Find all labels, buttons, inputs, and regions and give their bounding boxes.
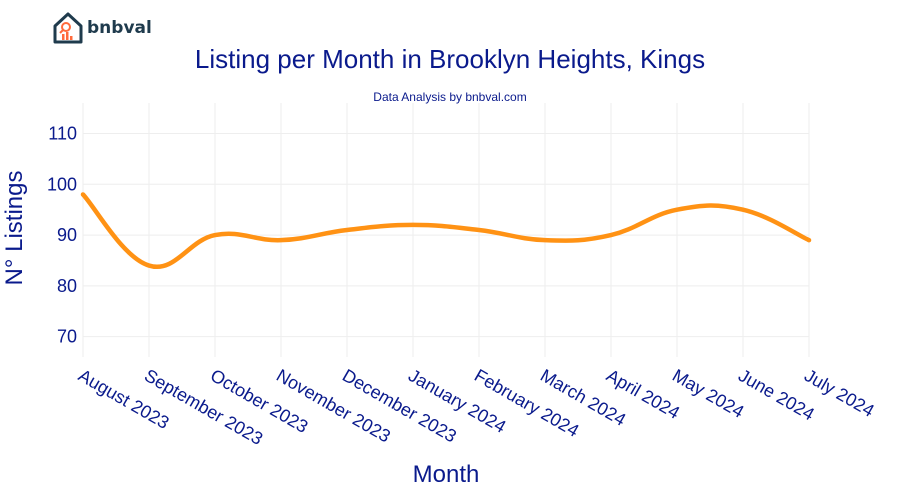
x-tick-label: May 2024 bbox=[669, 365, 747, 422]
data-point bbox=[741, 207, 745, 212]
x-tick-label: September 2023 bbox=[141, 365, 266, 449]
x-tick-label: November 2023 bbox=[273, 365, 394, 446]
data-point bbox=[477, 228, 481, 232]
y-tick-label: 110 bbox=[48, 123, 77, 143]
grid-lines bbox=[82, 103, 810, 357]
series-group bbox=[80, 192, 812, 270]
y-tick-label: 90 bbox=[57, 225, 77, 245]
series-line bbox=[80, 192, 812, 270]
chart-title: Listing per Month in Brooklyn Heights, K… bbox=[194, 44, 706, 74]
data-point bbox=[81, 192, 85, 197]
data-point bbox=[411, 222, 415, 227]
y-tick-label: 100 bbox=[47, 174, 77, 194]
y-axis-ticks: 70 80 90 100 110 bbox=[47, 123, 77, 346]
data-point bbox=[147, 263, 151, 268]
data-point bbox=[279, 238, 283, 243]
y-tick-label: 80 bbox=[57, 276, 77, 296]
data-point bbox=[345, 228, 349, 232]
data-point bbox=[609, 233, 613, 238]
data-point bbox=[213, 233, 217, 238]
x-tick-label: December 2023 bbox=[339, 365, 460, 446]
x-axis-label: Month bbox=[413, 461, 480, 488]
y-tick-label: 70 bbox=[57, 327, 77, 347]
y-axis-label: N° Listings bbox=[1, 171, 28, 286]
brand-logo: bnbval bbox=[53, 12, 152, 44]
data-point bbox=[675, 207, 679, 212]
chart-subtitle: Data Analysis by bnbval.com bbox=[373, 90, 527, 104]
data-point bbox=[543, 238, 547, 243]
brand-name: bnbval bbox=[87, 18, 152, 38]
data-point bbox=[807, 238, 811, 243]
house-logo-icon bbox=[53, 12, 83, 44]
